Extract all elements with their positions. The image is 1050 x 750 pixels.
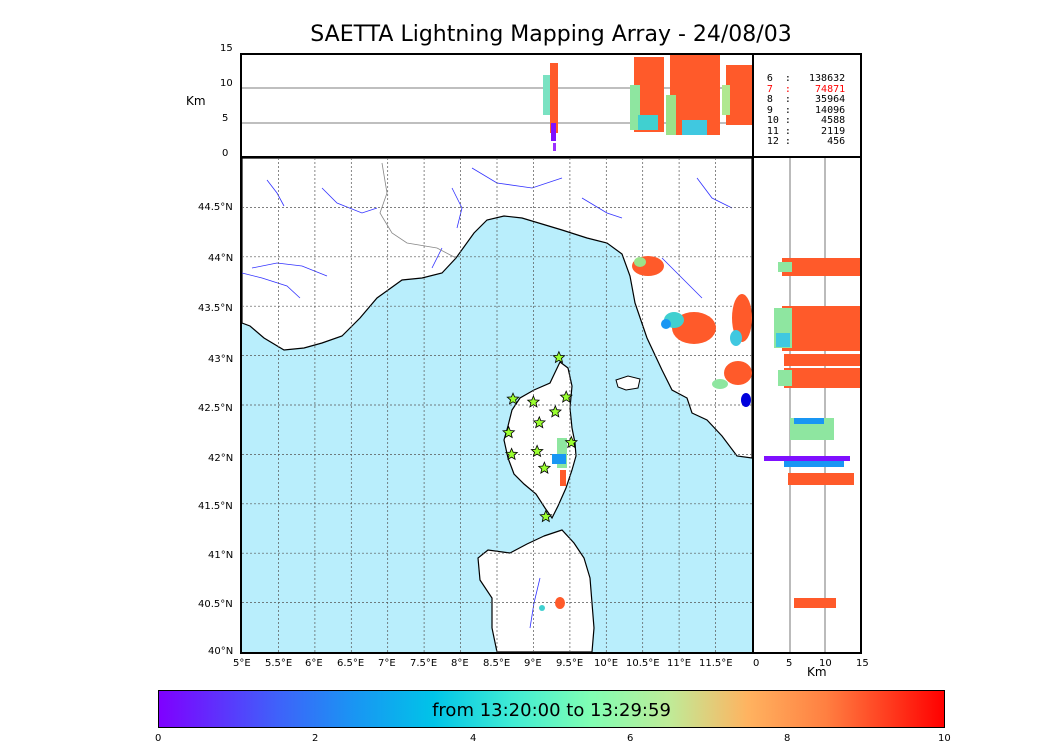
lightning-cluster	[730, 294, 752, 346]
lma-station-marker	[552, 350, 566, 364]
legend-row: 11 : 2119	[766, 125, 846, 137]
altitude-lightning-cluster	[630, 57, 664, 132]
lma-station-marker	[532, 415, 547, 429]
lightning-cluster	[712, 361, 752, 407]
altitude-time-panel	[240, 53, 754, 158]
time-colorbar	[158, 690, 945, 728]
lma-station-marker	[504, 447, 519, 461]
side-lightning-cluster	[794, 598, 836, 608]
latitude-tick: 40.5°N	[198, 599, 233, 610]
altitude-tick: 15	[220, 43, 233, 54]
elba-island	[615, 375, 641, 391]
station-layer	[502, 350, 578, 523]
latitude-tick: 44.5°N	[198, 202, 233, 213]
legend-row: 10 : 4588	[766, 115, 846, 126]
longitude-tick: 10.5°E	[626, 658, 660, 669]
latitude-tick: 44°N	[208, 253, 234, 264]
side-lightning-cluster	[778, 354, 860, 388]
legend-row: 6 : 138632	[766, 73, 846, 84]
map-gridlines	[242, 158, 752, 652]
altitude-latitude-panel	[752, 156, 862, 654]
longitude-tick: 8.5°E	[483, 658, 511, 669]
border-lines	[379, 162, 457, 259]
legend-row: 8 : 35964	[766, 94, 846, 105]
longitude-tick: 11.5°E	[699, 658, 733, 669]
altitude-tick: 5	[222, 113, 229, 124]
mainland-coast	[242, 158, 752, 459]
side-lightning-cluster	[790, 418, 834, 440]
colorbar-tick: 4	[470, 733, 477, 744]
longitude-tick: 6.5°E	[337, 658, 365, 669]
corsica-island	[503, 361, 577, 520]
colorbar-tick: 8	[784, 733, 791, 744]
page-title: SAETTA Lightning Mapping Array - 24/08/0…	[310, 22, 792, 47]
lma-station-marker	[548, 404, 562, 418]
side-tick: 10	[819, 658, 832, 669]
lightning-cluster	[661, 312, 716, 344]
lma-station-marker	[559, 390, 573, 403]
longitude-tick: 10°E	[594, 658, 619, 669]
longitude-tick: 6°E	[305, 658, 323, 669]
river-lines	[242, 167, 733, 629]
legend-row: 9 : 14096	[766, 104, 846, 116]
colorbar-tick: 10	[938, 733, 951, 744]
side-tick: 15	[856, 658, 869, 669]
side-tick: 5	[786, 658, 793, 669]
latitude-tick: 42°N	[208, 453, 234, 464]
longitude-tick: 5.5°E	[265, 658, 293, 669]
lightning-map	[242, 158, 752, 652]
side-lightning-cluster	[774, 306, 860, 351]
latitude-tick: 43°N	[208, 354, 234, 365]
altitude-tick: 0	[222, 148, 229, 159]
colorbar-tick: 6	[627, 733, 634, 744]
latitude-tick: 41°N	[208, 550, 234, 561]
lma-station-marker	[564, 435, 578, 449]
latitude-tick: 41.5°N	[198, 501, 233, 512]
side-lightning-cluster	[778, 258, 860, 276]
lightning-cluster	[539, 597, 565, 611]
altitude-lightning-cluster	[722, 65, 752, 125]
lma-station-marker	[502, 425, 516, 439]
lightning-map-panel	[240, 156, 754, 654]
altitude-lightning-cluster	[666, 55, 720, 135]
sardinia-island	[477, 529, 595, 652]
lma-station-marker	[526, 394, 541, 408]
lightning-cluster	[632, 256, 664, 276]
colorbar-tick: 0	[155, 733, 162, 744]
longitude-tick: 11°E	[667, 658, 692, 669]
longitude-tick: 7°E	[378, 658, 396, 669]
legend-row: 7 : 74871	[766, 83, 846, 95]
side-unit-label: Km	[807, 665, 827, 679]
latitude-tick: 40°N	[208, 646, 234, 657]
altitude-lightning-cluster	[543, 63, 558, 151]
side-lightning-cluster	[764, 456, 854, 485]
latitude-tick: 42.5°N	[198, 403, 233, 414]
longitude-tick: 7.5°E	[410, 658, 438, 669]
altitude-legend-panel	[752, 53, 862, 158]
lightning-cluster	[552, 438, 567, 486]
colorbar-label: from 13:20:00 to 13:29:59	[432, 700, 671, 721]
longitude-tick: 8°E	[451, 658, 469, 669]
altitude-latitude-plot	[764, 158, 860, 652]
lma-station-marker	[530, 444, 544, 458]
colorbar-tick: 2	[312, 733, 319, 744]
altitude-tick: 10	[220, 78, 233, 89]
legend-row: 12 : 456	[766, 136, 846, 147]
longitude-tick: 9°E	[524, 658, 542, 669]
altitude-time-plot	[242, 55, 752, 151]
lma-station-marker	[537, 461, 552, 474]
lma-station-marker	[539, 509, 553, 523]
side-tick: 0	[753, 658, 760, 669]
altitude-legend: 6 : 138632 7 : 74871 8 : 35964 9 : 14096…	[756, 73, 856, 148]
lma-station-marker	[506, 392, 520, 405]
altitude-unit-label: Km	[186, 94, 206, 108]
latitude-tick: 43.5°N	[198, 303, 233, 314]
longitude-tick: 9.5°E	[556, 658, 584, 669]
longitude-tick: 5°E	[233, 658, 251, 669]
